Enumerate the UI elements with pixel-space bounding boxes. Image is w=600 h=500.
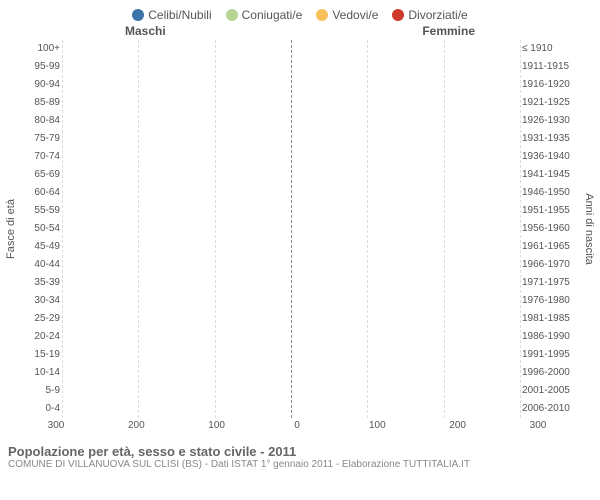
legend-label: Celibi/Nubili <box>148 8 211 22</box>
x-tick: 100 <box>369 420 386 431</box>
age-label: 50-54 <box>20 220 60 238</box>
birth-label: 1961-1965 <box>522 238 580 256</box>
x-tick: 300 <box>530 420 547 431</box>
legend: Celibi/Nubili Coniugati/e Vedovi/e Divorzia… <box>0 0 600 24</box>
birth-label: 2001-2005 <box>522 382 580 400</box>
y-axis-label-left: Fasce di età <box>4 40 18 418</box>
chart-titles: Popolazione per età, sesso e stato civil… <box>0 438 600 470</box>
birth-label: 1976-1980 <box>522 292 580 310</box>
birth-label: 1946-1950 <box>522 184 580 202</box>
birth-label: 1971-1975 <box>522 274 580 292</box>
birth-label: 1951-1955 <box>522 202 580 220</box>
birth-label: 1936-1940 <box>522 148 580 166</box>
x-tick: 200 <box>128 420 145 431</box>
title-sub: COMUNE DI VILLANUOVA SUL CLISI (BS) - Da… <box>8 459 592 470</box>
birth-label: 1956-1960 <box>522 220 580 238</box>
legend-item: Vedovi/e <box>316 8 378 22</box>
age-label: 25-29 <box>20 310 60 328</box>
birth-label: 1931-1935 <box>522 130 580 148</box>
legend-swatch <box>132 9 144 21</box>
age-label: 60-64 <box>20 184 60 202</box>
legend-item: Celibi/Nubili <box>132 8 211 22</box>
pyramid-chart: Fasce di età 100+95-9990-9485-8980-8475-… <box>0 40 600 418</box>
age-label: 40-44 <box>20 256 60 274</box>
legend-label: Vedovi/e <box>332 8 378 22</box>
age-labels: 100+95-9990-9485-8980-8475-7970-7465-696… <box>18 40 62 418</box>
legend-label: Coniugati/e <box>242 8 303 22</box>
age-label: 90-94 <box>20 76 60 94</box>
birth-label: 1926-1930 <box>522 112 580 130</box>
birth-label: 1981-1985 <box>522 310 580 328</box>
x-tick: 100 <box>208 420 225 431</box>
plot-area <box>62 40 520 418</box>
age-label: 35-39 <box>20 274 60 292</box>
age-label: 5-9 <box>20 382 60 400</box>
legend-swatch <box>316 9 328 21</box>
birth-label: 1986-1990 <box>522 328 580 346</box>
legend-item: Coniugati/e <box>226 8 303 22</box>
birth-label: 1941-1945 <box>522 166 580 184</box>
age-label: 0-4 <box>20 400 60 418</box>
legend-label: Divorziati/e <box>408 8 467 22</box>
title-main: Popolazione per età, sesso e stato civil… <box>8 444 592 459</box>
age-label: 70-74 <box>20 148 60 166</box>
x-tick: 200 <box>449 420 466 431</box>
birth-label: ≤ 1910 <box>522 40 580 58</box>
age-label: 30-34 <box>20 292 60 310</box>
age-label: 10-14 <box>20 364 60 382</box>
x-axis: 3002001000100200300 <box>56 420 538 438</box>
gender-headers: Maschi Femmine <box>0 24 600 40</box>
birth-label: 1991-1995 <box>522 346 580 364</box>
age-label: 80-84 <box>20 112 60 130</box>
x-tick: 300 <box>48 420 65 431</box>
age-label: 20-24 <box>20 328 60 346</box>
birth-label: 2006-2010 <box>522 400 580 418</box>
birth-label: 1996-2000 <box>522 364 580 382</box>
y-axis-label-right: Anni di nascita <box>582 40 596 418</box>
legend-swatch <box>226 9 238 21</box>
birth-label: 1911-1915 <box>522 58 580 76</box>
header-female: Femmine <box>422 24 475 38</box>
age-label: 15-19 <box>20 346 60 364</box>
birth-labels: ≤ 19101911-19151916-19201921-19251926-19… <box>520 40 582 418</box>
age-label: 65-69 <box>20 166 60 184</box>
age-label: 85-89 <box>20 94 60 112</box>
x-tick: 0 <box>294 420 300 431</box>
birth-label: 1916-1920 <box>522 76 580 94</box>
age-label: 95-99 <box>20 58 60 76</box>
age-label: 55-59 <box>20 202 60 220</box>
legend-item: Divorziati/e <box>392 8 467 22</box>
age-label: 100+ <box>20 40 60 58</box>
header-male: Maschi <box>125 24 166 38</box>
birth-label: 1921-1925 <box>522 94 580 112</box>
age-label: 45-49 <box>20 238 60 256</box>
legend-swatch <box>392 9 404 21</box>
age-label: 75-79 <box>20 130 60 148</box>
center-line <box>291 40 292 418</box>
birth-label: 1966-1970 <box>522 256 580 274</box>
